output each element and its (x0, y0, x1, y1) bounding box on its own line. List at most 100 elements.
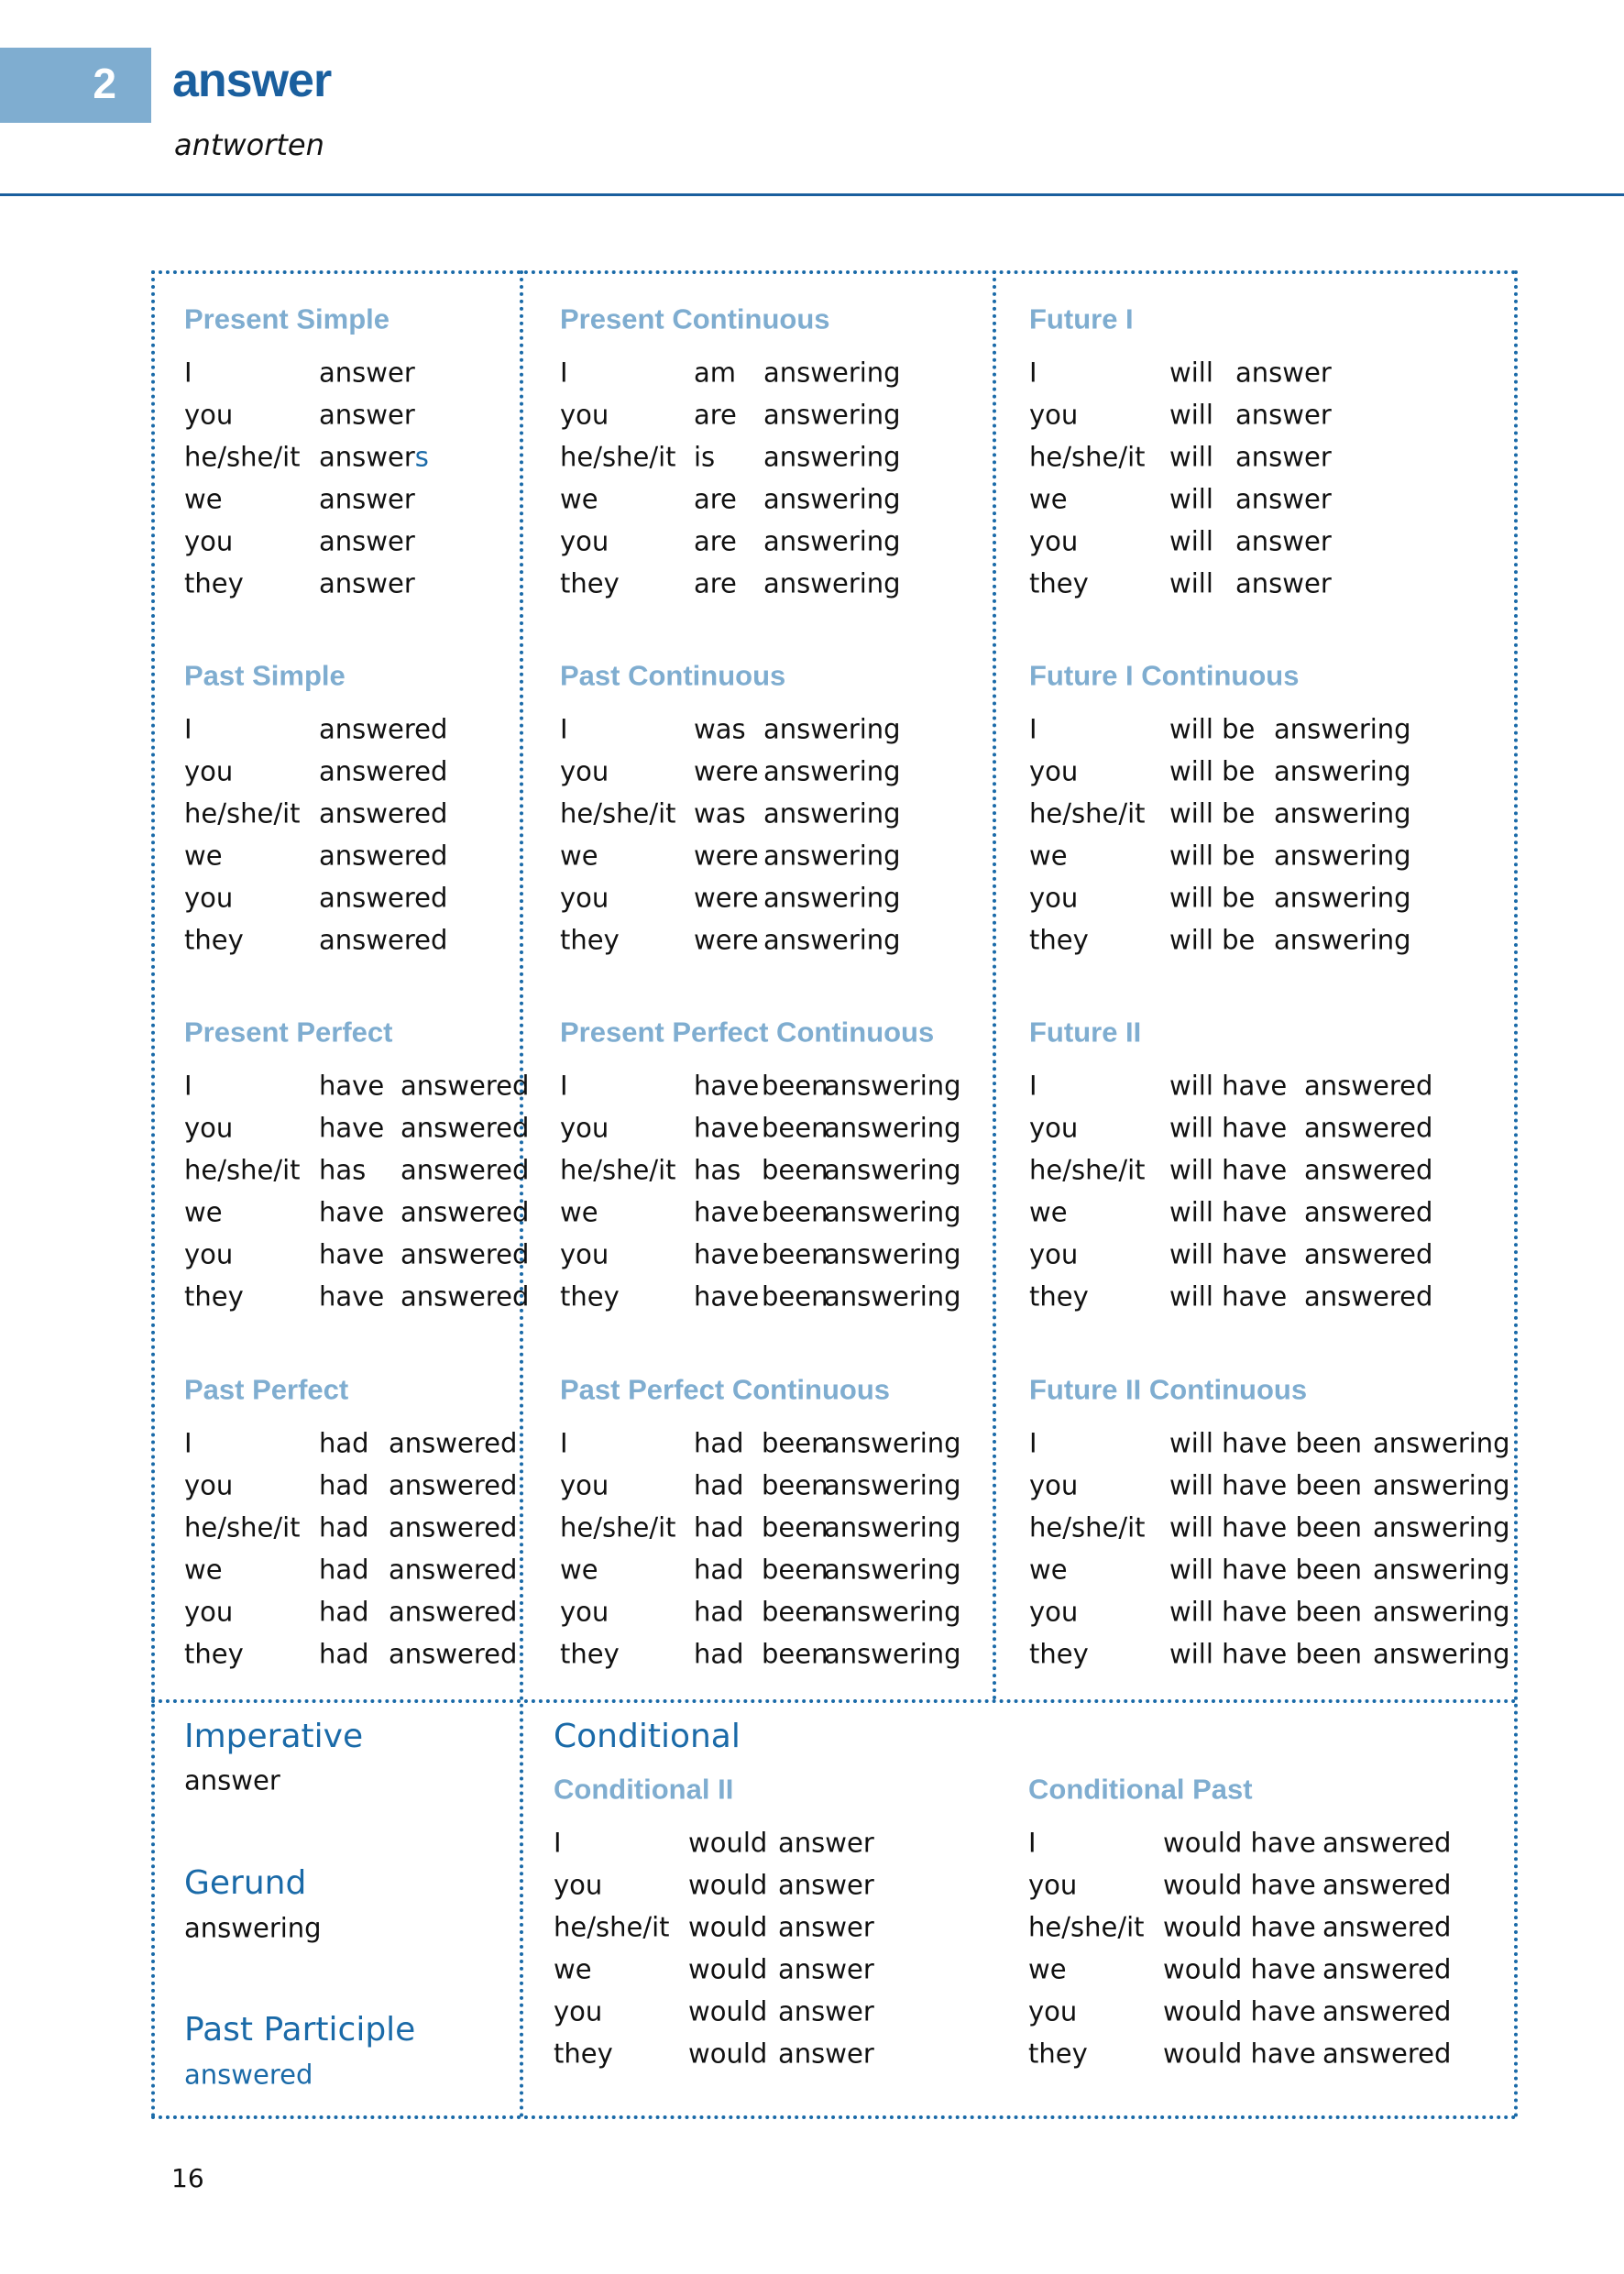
verb-form: answered (1304, 1154, 1433, 1186)
pronoun: he/she/it (184, 1511, 301, 1543)
chapter-number-box: 2 (0, 48, 151, 123)
box-border-left (151, 270, 155, 2119)
verb-form: answered (389, 1427, 518, 1459)
verb-form: answer (1235, 399, 1332, 431)
verb-title: answer (172, 54, 332, 107)
pronoun: he/she/it (184, 797, 301, 829)
verb-form: would have (1163, 1869, 1316, 1901)
verb-form: were (694, 840, 759, 872)
verb-form: answer (1235, 525, 1332, 557)
verb-form: answering (1274, 924, 1411, 956)
verb-form: answering (1373, 1596, 1510, 1628)
verb-form: had (319, 1596, 369, 1628)
verb-form: will be (1169, 924, 1256, 956)
verb-form: answered (1304, 1238, 1433, 1270)
verb-form: had (694, 1469, 744, 1501)
verb-ending-highlight: s (414, 441, 429, 473)
verb-form: answered (1322, 2038, 1452, 2070)
tense-heading-conditional-past: Conditional Past (1028, 1773, 1253, 1806)
pronoun: I (1029, 1070, 1037, 1102)
verb-form: answering (824, 1554, 961, 1586)
verb-form: were (694, 882, 759, 914)
verb-form: will be (1169, 882, 1256, 914)
pronoun: he/she/it (1029, 1154, 1146, 1186)
pronoun: they (1028, 2038, 1088, 2070)
verb-form: have (694, 1238, 760, 1270)
tense-heading-future-i: Future I (1029, 302, 1134, 335)
pronoun: you (184, 525, 234, 557)
verb-form: have (694, 1112, 760, 1144)
verb-form: answering (763, 399, 901, 431)
verb-form: will (1169, 357, 1213, 389)
pronoun: you (560, 1596, 609, 1628)
verb-form: will (1169, 567, 1213, 599)
pronoun: I (1029, 713, 1037, 745)
verb-form: answering (1274, 797, 1411, 829)
pronoun: you (1029, 525, 1079, 557)
pronoun: he/she/it (184, 1154, 301, 1186)
pronoun: we (560, 483, 598, 515)
verb-form: been (762, 1070, 828, 1102)
past-participle-label: Past Participle (184, 2011, 416, 2049)
verb-form: answered (401, 1154, 530, 1186)
verb-form: are (694, 525, 737, 557)
box-border-right (1514, 270, 1518, 2119)
pronoun: he/she/it (560, 1511, 676, 1543)
pronoun: they (560, 924, 620, 956)
verb-form: is (694, 441, 716, 473)
verb-form: answered (319, 713, 448, 745)
pronoun: they (1029, 1280, 1089, 1313)
verb-form: have (694, 1196, 760, 1228)
tense-heading-past-perfect-continuous: Past Perfect Continuous (560, 1373, 890, 1406)
verb-form: would have (1163, 2038, 1316, 2070)
verb-form: have (694, 1070, 760, 1102)
verb-form: been (762, 1554, 828, 1586)
verb-form: will have been (1169, 1427, 1362, 1459)
verb-form: would (688, 1911, 768, 1943)
verb-form: answering (763, 924, 901, 956)
pronoun: you (1029, 1596, 1079, 1628)
verb-form: answer (319, 483, 415, 515)
verb-form: answered (389, 1511, 518, 1543)
verb-form: answering (1373, 1554, 1510, 1586)
verb-form: answer (319, 525, 415, 557)
verb-form: been (762, 1154, 828, 1186)
tense-heading-present-perfect-continuous: Present Perfect Continuous (560, 1016, 935, 1049)
verb-form: been (762, 1280, 828, 1313)
pronoun: we (184, 483, 223, 515)
tense-heading-present-continuous: Present Continuous (560, 302, 830, 335)
pronoun: you (1028, 1995, 1078, 2027)
verb-form: was (694, 797, 746, 829)
box-divider-vertical-1 (520, 270, 523, 2119)
tense-heading-past-perfect: Past Perfect (184, 1373, 349, 1406)
verb-form: answering (824, 1070, 961, 1102)
pronoun: I (560, 713, 568, 745)
verb-form: had (319, 1554, 369, 1586)
pronoun: they (184, 1280, 244, 1313)
pronoun: I (184, 1070, 192, 1102)
verb-form: are (694, 399, 737, 431)
verb-form: answering (1274, 713, 1411, 745)
past-participle-value: answered (184, 2059, 313, 2091)
pronoun: you (560, 1238, 609, 1270)
box-divider-horizontal (151, 1699, 1517, 1703)
pronoun: we (560, 840, 598, 872)
verb-form: been (762, 1469, 828, 1501)
verb-form: were (694, 924, 759, 956)
verb-form: answering (1373, 1427, 1510, 1459)
verb-form: answering (763, 713, 901, 745)
pronoun: you (184, 1469, 234, 1501)
verb-form: would (688, 2038, 768, 2070)
pronoun: we (554, 1953, 592, 1985)
pronoun: we (1029, 483, 1068, 515)
verb-form: answering (824, 1238, 961, 1270)
pronoun: he/she/it (1029, 797, 1146, 829)
verb-form: would (688, 1995, 768, 2027)
verb-form: would have (1163, 1953, 1316, 1985)
pronoun: you (1028, 1869, 1078, 1901)
verb-form: answering (1373, 1469, 1510, 1501)
verb-form: answering (763, 882, 901, 914)
pronoun: I (560, 1070, 568, 1102)
verb-form: will be (1169, 713, 1256, 745)
verb-form: would (688, 1869, 768, 1901)
